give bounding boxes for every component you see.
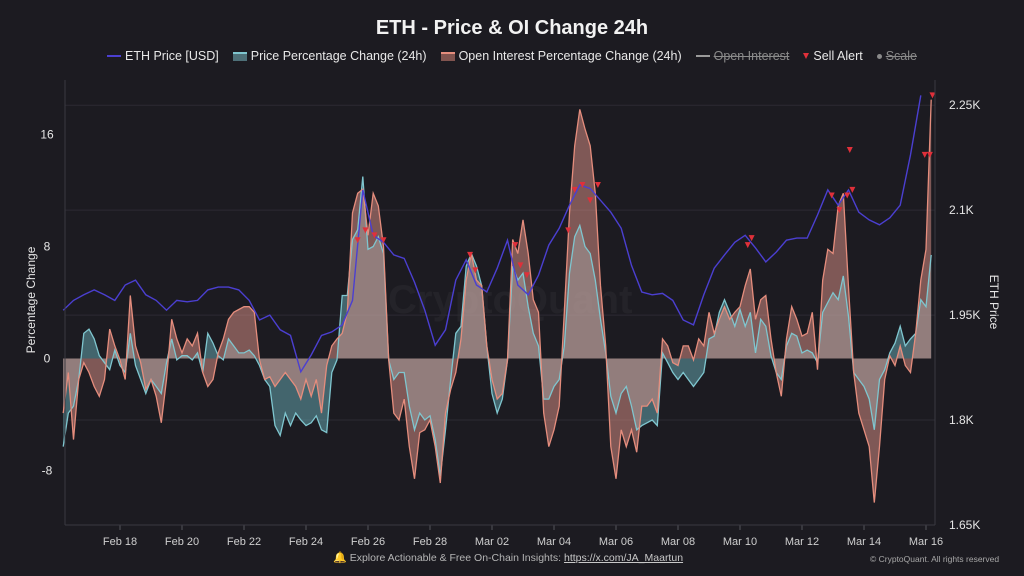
bell-icon: 🔔 <box>333 552 347 564</box>
x-tick-label: Mar 04 <box>537 536 571 548</box>
y-right-tick-label: 2.1K <box>949 203 974 217</box>
x-tick-label: Feb 18 <box>103 536 137 548</box>
sell-alert-marker <box>921 151 928 158</box>
sell-alert-marker <box>380 237 387 244</box>
sell-alert-marker <box>828 192 835 199</box>
legend-label: Price Percentage Change (24h) <box>250 49 427 63</box>
price-pct-swatch-icon <box>232 51 247 61</box>
y-right-tick-label: 1.95K <box>949 308 980 322</box>
x-tick-label: Feb 28 <box>413 536 447 548</box>
price-pct-change-line <box>62 176 932 477</box>
legend-item-price-pct[interactable]: Price Percentage Change (24h) <box>232 49 427 63</box>
sell-alert-marker <box>744 242 751 249</box>
sell-alert-marker <box>371 232 378 239</box>
sell-alert-marker <box>846 146 853 153</box>
x-tick-label: Mar 08 <box>661 536 695 548</box>
legend-item-eth-price[interactable]: ETH Price [USD] <box>106 49 219 63</box>
y-right-tick-label: 1.65K <box>949 518 980 532</box>
sell-alert-marker <box>926 151 933 158</box>
dot-icon <box>876 53 882 59</box>
y-left-tick-label: 16 <box>40 128 54 142</box>
sell-alert-marker <box>748 235 755 242</box>
x-tick-label: Feb 20 <box>165 536 199 548</box>
y-right-tick-label: 1.8K <box>949 413 974 427</box>
sell-alert-marker <box>594 181 601 188</box>
footer-text: Explore Actionable & Free On-Chain Insig… <box>349 551 561 564</box>
x-tick-label: Mar 02 <box>475 536 509 548</box>
y-left-tick-label: -8 <box>42 463 53 477</box>
eth-price-swatch-icon <box>106 55 121 57</box>
legend-label: Scale <box>885 49 917 63</box>
sell-alert-marker <box>844 192 851 199</box>
footer: 🔔 Explore Actionable & Free On-Chain Ins… <box>333 551 684 565</box>
legend-label: Open Interest <box>713 49 790 63</box>
legend-item-sell-alert[interactable]: Sell Alert <box>803 49 863 63</box>
legend-label: Open Interest Percentage Change (24h) <box>458 49 682 63</box>
y-left-tick-label: 0 <box>44 351 51 365</box>
x-tick-label: Feb 26 <box>351 536 385 548</box>
sell-alert-marker <box>517 262 524 269</box>
copyright: © CryptoQuant. All rights reserved <box>870 554 1000 564</box>
legend-item-open-interest[interactable]: Open Interest <box>695 49 790 63</box>
x-tick-label: Mar 12 <box>785 536 819 548</box>
sell-alert-marker <box>579 181 586 188</box>
x-tick-label: Mar 16 <box>909 536 943 548</box>
sell-alert-marker <box>587 197 594 204</box>
y-axis-right-label: ETH Price <box>987 275 1001 330</box>
x-tick-label: Feb 22 <box>227 536 261 548</box>
x-tick-label: Mar 14 <box>847 536 881 548</box>
y-left-tick-label: 8 <box>44 240 51 254</box>
oi-pct-change-line <box>62 99 932 503</box>
legend-label: ETH Price [USD] <box>124 49 219 63</box>
legend-label: Sell Alert <box>813 49 863 63</box>
sell-alert-marker <box>836 207 843 214</box>
sell-alert-marker <box>362 227 369 234</box>
legend-item-oi-pct[interactable]: Open Interest Percentage Change (24h) <box>440 49 682 63</box>
sell-alert-marker <box>565 227 572 234</box>
footer-link[interactable]: https://x.com/JA_Maartun <box>563 551 684 564</box>
legend-item-scale[interactable]: Scale <box>876 49 917 63</box>
y-axis-left-label: Percentage Change <box>24 246 38 353</box>
sell-alert-marker <box>849 186 856 193</box>
sell-alert-marker <box>472 267 479 274</box>
sell-alert-marker <box>512 242 519 249</box>
y-right-tick-label: 2.25K <box>949 98 980 112</box>
chart-title: ETH - Price & OI Change 24h <box>375 17 649 39</box>
open-interest-swatch-icon <box>695 55 710 57</box>
sell-alert-marker <box>571 186 578 193</box>
x-tick-label: Feb 24 <box>289 536 323 548</box>
oi-pct-swatch-icon <box>440 51 455 61</box>
sell-alert-marker <box>354 237 361 244</box>
x-tick-label: Mar 06 <box>599 536 633 548</box>
legend: ETH Price [USD] Price Percentage Change … <box>0 49 1024 63</box>
sell-alert-marker <box>467 251 474 258</box>
sell-alert-marker <box>523 272 530 279</box>
triangle-down-icon <box>803 53 810 59</box>
x-tick-label: Mar 10 <box>723 536 757 548</box>
price-pct-change-area <box>63 176 932 476</box>
eth-price-line <box>62 95 922 374</box>
sell-alert-marker <box>929 92 936 99</box>
